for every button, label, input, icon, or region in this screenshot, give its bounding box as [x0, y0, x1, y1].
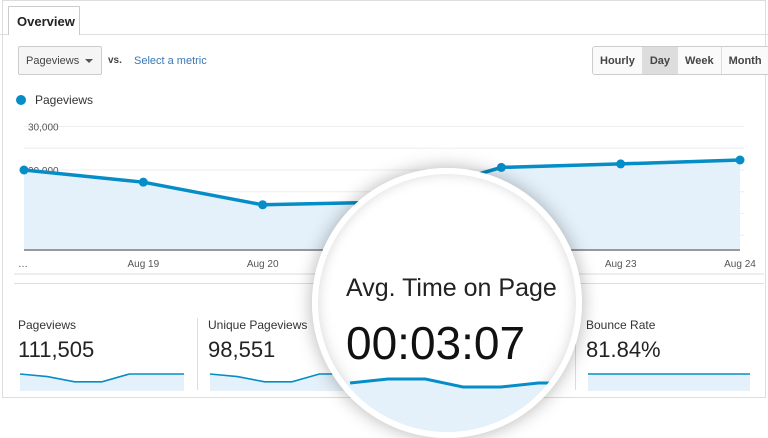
metric-select[interactable]: Pageviews: [18, 46, 102, 75]
legend-label: Pageviews: [35, 93, 94, 107]
metric-label: Pageviews: [18, 318, 77, 332]
vs-label: vs.: [108, 55, 122, 66]
tab-bar: [0, 34, 768, 35]
chart-legend: Pageviews: [16, 93, 93, 107]
data-point[interactable]: [496, 162, 506, 172]
y-tick-label: 30,000: [28, 123, 59, 134]
sparkline: [19, 373, 184, 391]
magnified-metric-label: Avg. Time on Page: [346, 274, 557, 302]
week-button[interactable]: Week: [677, 47, 721, 74]
magnifier-overlay: Avg. Time on Page 00:03:07: [312, 168, 582, 438]
data-point[interactable]: [138, 177, 148, 187]
metric-value: 111,505: [18, 337, 95, 362]
x-tick-label: Aug 23: [605, 259, 637, 270]
x-tick-label: Aug 19: [127, 259, 159, 270]
data-point[interactable]: [258, 200, 268, 210]
sparkline-fill: [588, 374, 750, 391]
tab-overview[interactable]: Overview: [8, 6, 80, 35]
hourly-button[interactable]: Hourly: [593, 47, 642, 74]
metric-value: 81.84%: [586, 337, 661, 362]
chevron-down-icon: [85, 59, 93, 63]
sparkline-line: [19, 373, 184, 383]
data-point[interactable]: [616, 159, 626, 169]
select-metric-link[interactable]: Select a metric: [134, 55, 207, 67]
magnified-metric-value: 00:03:07: [346, 317, 526, 369]
x-tick-label: …: [18, 259, 28, 270]
x-tick-label: Aug 20: [247, 259, 279, 270]
day-button[interactable]: Day: [641, 47, 678, 74]
metric-card[interactable]: Bounce Rate 81.84%: [586, 318, 752, 391]
metric-value: 98,551: [208, 337, 276, 362]
metric-separator: [575, 318, 576, 390]
metric-label: Unique Pageviews: [208, 318, 308, 332]
metric-card[interactable]: Unique Pageviews 98,551: [208, 318, 376, 391]
granularity-toggle: Hourly Day Week Month: [592, 46, 768, 75]
legend-dot-icon: [16, 95, 26, 105]
metric-separator: [197, 318, 198, 390]
data-point[interactable]: [735, 155, 745, 165]
data-point[interactable]: [19, 165, 29, 175]
sparkline: [588, 373, 750, 391]
sparkline-line: [349, 377, 576, 389]
month-button[interactable]: Month: [720, 47, 768, 74]
x-tick-label: Aug 24: [724, 259, 756, 270]
magnified-sparkline: [349, 377, 576, 432]
metric-card[interactable]: Pageviews 111,505: [18, 318, 186, 391]
metric-label: Bounce Rate: [586, 318, 656, 332]
metric-select-value: Pageviews: [26, 55, 80, 67]
